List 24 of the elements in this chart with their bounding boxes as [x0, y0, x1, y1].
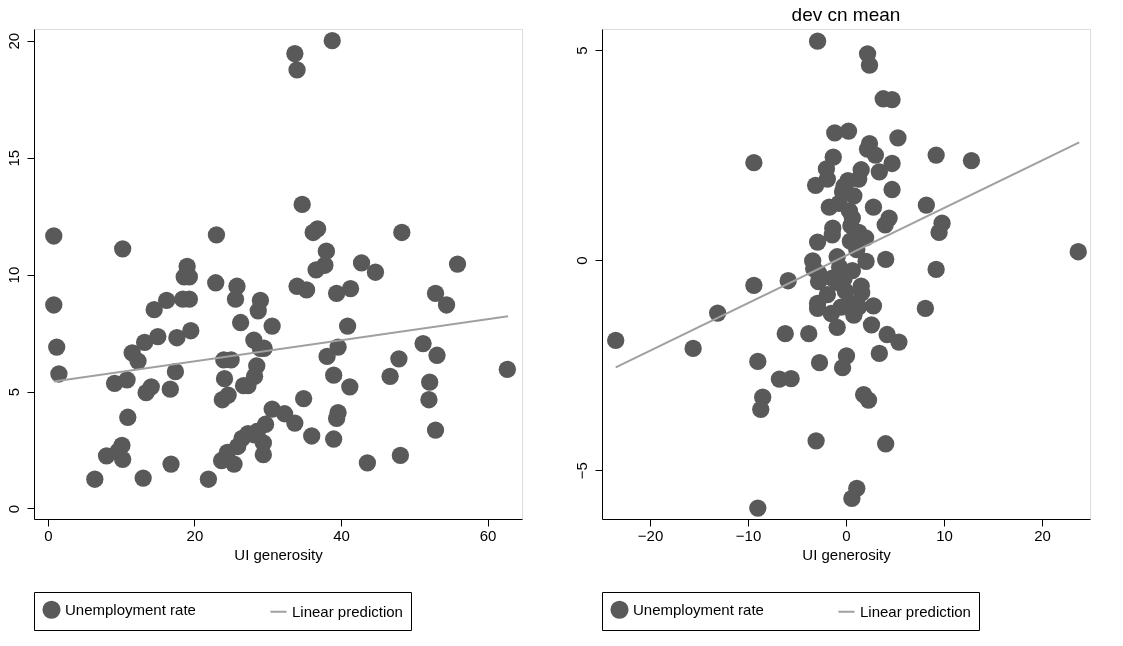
y-tick-label: 10 [4, 266, 22, 284]
legend-label: Unemployment rate [65, 600, 196, 618]
x-tick-label: 10 [936, 526, 953, 544]
chart-title: dev cn mean [791, 4, 901, 25]
x-tick-label: −20 [637, 526, 664, 544]
x-tick-label: −10 [735, 526, 762, 544]
legend-label: Linear prediction [860, 602, 971, 620]
x-axis-title: UI generosity [802, 545, 892, 563]
y-tick-label: 5 [572, 46, 590, 55]
x-axis-title: UI generosity [234, 545, 324, 563]
x-tick-label: 60 [479, 526, 497, 544]
legend-label: Unemployment rate [633, 600, 764, 618]
x-tick-label: 20 [1034, 526, 1051, 544]
y-tick-label: 0 [572, 256, 590, 265]
x-tick-label: 40 [333, 526, 350, 544]
x-tick-label: 20 [186, 526, 204, 544]
y-tick-label: 15 [4, 149, 22, 167]
y-tick-label: 5 [4, 387, 22, 397]
x-tick-label: 0 [44, 526, 53, 544]
y-tick-label: −5 [572, 462, 590, 480]
y-tick-label: 0 [4, 504, 22, 514]
legend-label: Linear prediction [292, 602, 403, 620]
x-tick-label: 0 [842, 526, 851, 544]
y-tick-label: 20 [4, 32, 22, 50]
